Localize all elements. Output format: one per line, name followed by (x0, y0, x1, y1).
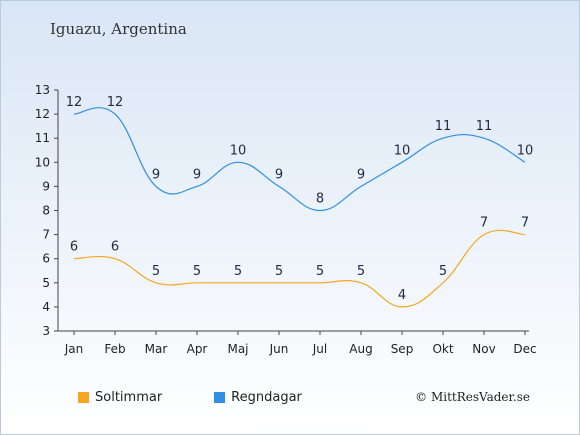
data-label: 9 (357, 167, 365, 182)
data-label: 9 (275, 167, 283, 182)
legend-label-rain: Regndagar (231, 390, 302, 405)
data-label: 8 (316, 192, 324, 207)
chart-lines (73, 107, 526, 308)
data-label: 9 (152, 167, 160, 182)
legend-label-sun: Soltimmar (95, 390, 163, 405)
y-tick-label: 9 (42, 179, 50, 193)
y-tick-label: 8 (42, 204, 50, 218)
x-tick-label: Okt (432, 342, 453, 356)
data-label: 5 (316, 264, 324, 279)
x-tick-label: Feb (104, 342, 125, 356)
y-tick-label: 5 (42, 276, 50, 290)
x-tick-label: Aug (349, 342, 372, 356)
data-label: 12 (66, 95, 83, 110)
x-tick-label: Dec (513, 342, 536, 356)
data-label: 10 (230, 143, 247, 158)
x-tick-label: Sep (391, 342, 414, 356)
data-label: 5 (152, 264, 160, 279)
data-label: 10 (517, 143, 534, 158)
data-label: 7 (521, 216, 529, 231)
legend-swatch-rain (214, 392, 226, 403)
data-label: 7 (480, 216, 488, 231)
data-label: 9 (193, 167, 201, 182)
y-tick-label: 10 (35, 155, 50, 169)
x-tick-label: Nov (472, 342, 495, 356)
chart-legend: Soltimmar Regndagar (78, 390, 354, 405)
series-line-1 (73, 107, 526, 212)
chart-axes: 3 4 5 6 7 8 9 10 11 12 13 Jan Feb Mar Apr Maj Jun Jul Aug S… (35, 83, 537, 356)
data-label: 6 (111, 240, 119, 255)
data-label: 6 (70, 240, 78, 255)
x-tick-label: Jun (269, 342, 289, 356)
credit-text: © MittResVader.se (415, 390, 530, 404)
legend-item-rain: Regndagar (214, 390, 302, 405)
data-label: 12 (107, 95, 124, 110)
y-tick-label: 3 (42, 324, 50, 338)
y-tick-label: 4 (42, 300, 50, 314)
x-tick-label: Apr (187, 342, 208, 356)
chart-data-labels: 6 6 5 5 5 5 5 5 4 5 7 7 12 12 9 9 10 9 8 9 10 11 11 10 (66, 95, 534, 303)
x-tick-label: Jul (312, 342, 327, 356)
data-label: 5 (357, 264, 365, 279)
y-tick-label: 11 (35, 131, 50, 145)
data-label: 5 (439, 264, 447, 279)
x-tick-label: Jan (64, 342, 84, 356)
data-label: 4 (398, 288, 406, 303)
y-tick-label: 13 (35, 83, 50, 97)
data-label: 10 (394, 143, 411, 158)
legend-swatch-sun (78, 392, 89, 403)
y-tick-label: 6 (42, 252, 50, 266)
y-tick-label: 7 (42, 228, 50, 242)
series-line-0 (73, 229, 526, 308)
chart-title: Iguazu, Argentina (50, 20, 187, 38)
data-label: 5 (234, 264, 242, 279)
data-label: 11 (435, 119, 452, 134)
data-label: 5 (275, 264, 283, 279)
x-tick-label: Mar (145, 342, 168, 356)
legend-item-sun: Soltimmar (78, 390, 162, 405)
x-tick-label: Maj (227, 342, 248, 356)
data-label: 11 (476, 119, 493, 134)
data-label: 5 (193, 264, 201, 279)
y-tick-label: 12 (35, 107, 50, 121)
